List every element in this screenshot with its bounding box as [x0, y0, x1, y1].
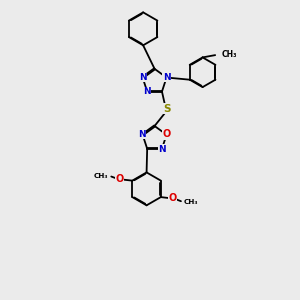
Text: N: N: [138, 130, 146, 139]
Text: N: N: [143, 87, 151, 96]
Text: S: S: [164, 104, 171, 114]
Text: O: O: [163, 129, 171, 139]
Text: CH₃: CH₃: [222, 50, 238, 59]
Text: O: O: [169, 194, 177, 203]
Text: CH₃: CH₃: [183, 199, 198, 205]
Text: N: N: [163, 73, 170, 82]
Text: CH₃: CH₃: [94, 172, 108, 178]
Text: N: N: [159, 145, 166, 154]
Text: N: N: [139, 73, 146, 82]
Text: O: O: [116, 174, 124, 184]
